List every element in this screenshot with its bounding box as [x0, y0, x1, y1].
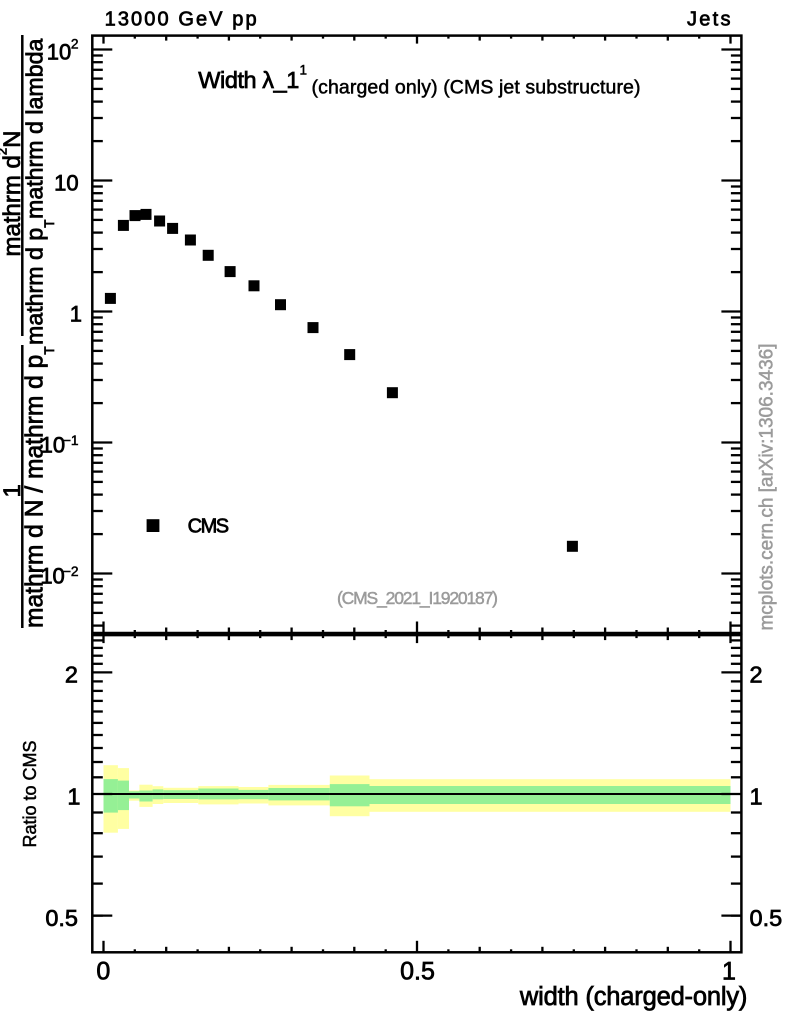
svg-text:0.5: 0.5 — [45, 905, 78, 931]
svg-text:10: 10 — [40, 563, 64, 588]
svg-text:mcplots.cern.ch [arXiv:1306.34: mcplots.cern.ch [arXiv:1306.3436] — [756, 344, 777, 631]
svg-text:−2: −2 — [63, 564, 79, 579]
svg-text:Width λ_1: Width λ_1 — [198, 67, 299, 93]
svg-text:mathrm d lambda: mathrm d lambda — [22, 38, 48, 219]
svg-text:2: 2 — [71, 36, 79, 51]
svg-text:1: 1 — [722, 957, 736, 985]
svg-text:2: 2 — [65, 662, 78, 688]
svg-text:(CMS_2021_I1920187): (CMS_2021_I1920187) — [337, 588, 498, 609]
svg-text:10: 10 — [47, 39, 71, 64]
svg-text:0.5: 0.5 — [750, 905, 783, 931]
svg-text:−1: −1 — [63, 433, 79, 448]
svg-text:0: 0 — [96, 957, 110, 985]
svg-text:width (charged-only): width (charged-only) — [519, 983, 748, 1011]
svg-text:2: 2 — [750, 662, 763, 688]
svg-text:1: 1 — [70, 301, 82, 326]
svg-text:13000 GeV pp: 13000 GeV pp — [105, 9, 257, 31]
svg-text:1: 1 — [0, 484, 26, 497]
svg-text:0.5: 0.5 — [400, 957, 435, 985]
svg-text:(charged only) (CMS jet substr: (charged only) (CMS jet substructure) — [312, 77, 641, 99]
svg-text:1: 1 — [67, 783, 80, 809]
svg-text:1: 1 — [300, 63, 308, 78]
svg-text:Ratio to CMS: Ratio to CMS — [20, 741, 40, 848]
svg-text:10: 10 — [54, 170, 78, 195]
svg-text:Jets: Jets — [687, 9, 731, 31]
svg-text:10: 10 — [41, 432, 65, 457]
svg-text:CMS: CMS — [188, 515, 230, 537]
svg-text:1: 1 — [750, 783, 763, 809]
